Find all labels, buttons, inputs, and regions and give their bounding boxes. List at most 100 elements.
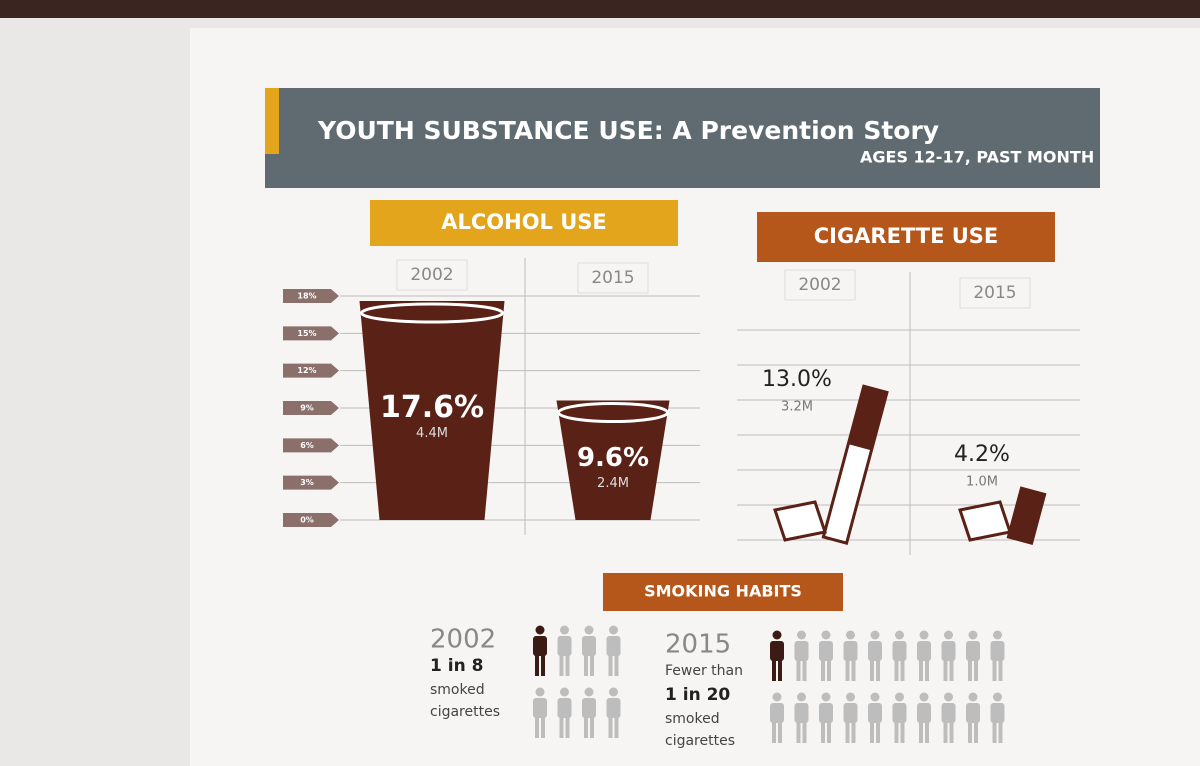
- icon-body: [794, 703, 809, 723]
- person-icon: [990, 692, 1005, 743]
- cigarette-filter: [1008, 488, 1045, 544]
- icon-head: [535, 625, 545, 635]
- icon-head: [560, 625, 569, 635]
- person-icon: [892, 692, 907, 743]
- y-tick-label: 3%: [300, 478, 314, 487]
- icon-body: [533, 698, 547, 718]
- icon-leg: [608, 654, 613, 676]
- icon-leg: [565, 716, 570, 738]
- cigarette: [821, 384, 889, 545]
- person-icon: [990, 630, 1005, 681]
- icon-head: [993, 630, 1002, 640]
- cup-rim: [557, 402, 669, 424]
- year-box: [396, 259, 468, 291]
- icon-head: [772, 692, 782, 702]
- icon-head: [968, 630, 978, 640]
- butt: [958, 500, 1012, 542]
- icon-leg: [796, 659, 801, 681]
- tick-tag: [283, 438, 339, 453]
- person-icon: [941, 692, 956, 743]
- y-tick-label: 12%: [297, 366, 316, 375]
- value-label: 4.2%: [954, 442, 1010, 467]
- icon-leg: [590, 716, 594, 738]
- tick-tag: [283, 326, 339, 341]
- y-tick-label: 15%: [297, 329, 316, 338]
- icon-body: [941, 641, 956, 661]
- icon-body: [770, 641, 784, 661]
- icon-leg: [541, 716, 545, 738]
- habit-prefix: Fewer than: [665, 663, 743, 679]
- icon-leg: [925, 721, 929, 743]
- icon-leg: [949, 659, 954, 681]
- icon-leg: [992, 721, 997, 743]
- person-icon: [533, 625, 547, 676]
- person-icon: [868, 630, 882, 681]
- habits-header: [603, 573, 843, 611]
- year-box: [959, 277, 1031, 309]
- icon-head: [870, 692, 880, 702]
- icon-head: [821, 630, 831, 640]
- y-tick-label: 18%: [297, 292, 316, 301]
- person-icon: [582, 625, 596, 676]
- icon-leg: [919, 721, 923, 743]
- icon-leg: [827, 659, 831, 681]
- person-icon: [794, 630, 809, 681]
- icon-leg: [998, 659, 1003, 681]
- icon-leg: [870, 659, 874, 681]
- icon-body: [990, 641, 1005, 661]
- title: YOUTH SUBSTANCE USE: A Prevention Story: [317, 116, 939, 145]
- person-icon: [557, 625, 572, 676]
- title-bar: [265, 88, 1100, 188]
- icon-body: [606, 636, 621, 656]
- person-icon: [966, 630, 980, 681]
- x-tick-label: 2015: [591, 268, 634, 288]
- habit-year: 2002: [430, 625, 496, 655]
- icon-head: [846, 630, 855, 640]
- title-accent: [265, 88, 279, 154]
- icon-leg: [974, 659, 978, 681]
- icon-leg: [876, 659, 880, 681]
- icon-head: [870, 630, 880, 640]
- person-icon: [533, 687, 547, 738]
- habit-caption: cigarettes: [430, 704, 500, 720]
- icon-leg: [943, 659, 948, 681]
- icon-body: [966, 641, 980, 661]
- icon-head: [821, 692, 831, 702]
- icon-body: [868, 703, 882, 723]
- icon-leg: [974, 721, 978, 743]
- person-icon: [917, 692, 931, 743]
- person-icon: [966, 692, 980, 743]
- y-tick-label: 6%: [300, 441, 314, 450]
- icon-head: [609, 625, 618, 635]
- icon-head: [584, 687, 594, 697]
- icon-leg: [925, 659, 929, 681]
- icon-leg: [894, 721, 899, 743]
- icon-head: [535, 687, 545, 697]
- icon-head: [895, 630, 904, 640]
- icon-head: [560, 687, 569, 697]
- cigarette-filter: [848, 386, 887, 451]
- section-title: ALCOHOL USE: [441, 210, 607, 234]
- icon-body: [868, 641, 882, 661]
- icon-leg: [821, 659, 825, 681]
- y-tick-label: 9%: [300, 404, 314, 413]
- person-icon: [917, 630, 931, 681]
- icon-leg: [559, 716, 564, 738]
- icon-body: [966, 703, 980, 723]
- icon-leg: [796, 721, 801, 743]
- section-header: [757, 212, 1055, 262]
- icon-leg: [590, 654, 594, 676]
- person-icon: [892, 630, 907, 681]
- icon-body: [533, 636, 547, 656]
- icon-body: [582, 636, 596, 656]
- habit-year: 2015: [665, 630, 731, 660]
- icon-body: [794, 641, 809, 661]
- icon-body: [917, 703, 931, 723]
- person-icon: [770, 692, 784, 743]
- icon-body: [582, 698, 596, 718]
- icon-leg: [845, 659, 850, 681]
- icon-body: [557, 636, 572, 656]
- icon-leg: [778, 659, 782, 681]
- icon-head: [846, 692, 855, 702]
